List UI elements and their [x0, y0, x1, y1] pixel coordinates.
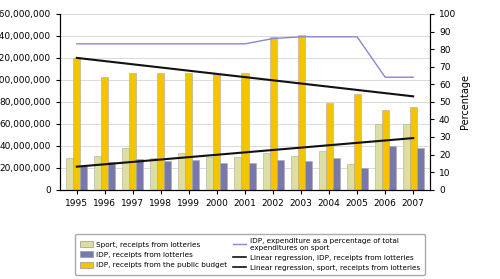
- Bar: [402, 124, 409, 190]
- Bar: [416, 148, 424, 190]
- Bar: [164, 161, 172, 190]
- Bar: [214, 74, 220, 190]
- Bar: [382, 110, 388, 190]
- Bar: [388, 146, 396, 190]
- Bar: [136, 159, 143, 190]
- Bar: [130, 73, 136, 190]
- Y-axis label: Percentage: Percentage: [460, 74, 470, 129]
- Bar: [108, 162, 116, 190]
- Bar: [304, 161, 312, 190]
- Bar: [178, 153, 186, 190]
- Bar: [192, 160, 200, 190]
- Bar: [360, 168, 368, 190]
- Bar: [242, 73, 248, 190]
- Bar: [234, 157, 242, 190]
- Bar: [248, 163, 256, 190]
- Bar: [326, 103, 332, 190]
- Bar: [276, 160, 283, 190]
- Bar: [332, 158, 340, 190]
- Bar: [74, 58, 80, 190]
- Bar: [410, 107, 416, 190]
- Bar: [318, 151, 326, 190]
- Bar: [122, 148, 130, 190]
- Bar: [290, 156, 298, 190]
- Bar: [346, 164, 354, 190]
- Bar: [220, 163, 228, 190]
- Bar: [206, 157, 214, 190]
- Bar: [94, 156, 102, 190]
- Bar: [270, 37, 276, 190]
- Bar: [262, 153, 270, 190]
- Bar: [66, 158, 73, 190]
- Bar: [80, 165, 87, 190]
- Legend: Sport, receipts from lotteries, IDP, receipts from lotteries, IDP, receipts from: Sport, receipts from lotteries, IDP, rec…: [76, 234, 424, 275]
- Bar: [158, 73, 164, 190]
- Bar: [354, 94, 360, 190]
- Bar: [102, 76, 108, 190]
- Bar: [150, 158, 158, 190]
- Bar: [374, 124, 382, 190]
- Bar: [186, 73, 192, 190]
- Bar: [298, 35, 304, 190]
